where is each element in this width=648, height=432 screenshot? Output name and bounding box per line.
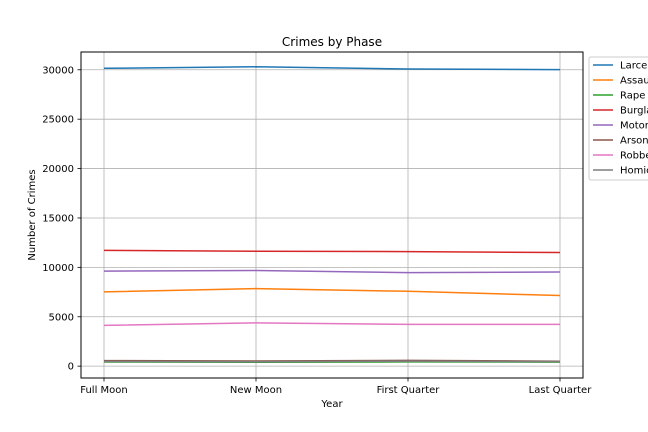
series-line-motor [103, 269, 561, 274]
y-tick-label: 25000 [42, 115, 74, 126]
series-line-assau [103, 287, 561, 297]
y-tick-label: 30000 [42, 65, 74, 76]
legend-label: Assau [620, 76, 648, 87]
y-axis-label: Number of Crimes [27, 169, 38, 260]
legend-label: Burgla [620, 106, 648, 117]
legend-label: Homic [620, 166, 648, 177]
x-tick-label: First Quarter [377, 385, 441, 396]
legend-box [588, 56, 648, 181]
x-tick-label: New Moon [230, 385, 282, 396]
series-lines [103, 66, 561, 363]
legend-label: Rape [620, 91, 645, 102]
y-tick-label: 5000 [49, 312, 74, 323]
series-line-robbe [103, 322, 560, 327]
legend-label: Motor [620, 121, 648, 132]
axis-ticks: 0 5000 10000 15000 20000 25000 30000 Full Moon N… [42, 65, 592, 396]
x-axis-label: Year [320, 399, 343, 410]
legend: Larce Assau Rape Burgla Motor Arson Robbe Homic [588, 56, 648, 181]
series-line-larce [103, 66, 561, 71]
legend-label: Arson [620, 136, 648, 147]
x-tick-label: Last Quarter [529, 385, 593, 396]
y-tick-label: 10000 [42, 263, 74, 274]
x-tick-label: Full Moon [80, 385, 127, 396]
y-tick-label: 15000 [42, 213, 74, 224]
legend-label: Robbe [620, 151, 648, 162]
series-line-homic [103, 360, 561, 363]
grid [81, 52, 583, 378]
plot-area-frame [80, 51, 584, 379]
series-line-burgla [103, 249, 561, 254]
legend-label: Larce [620, 61, 647, 72]
chart-title: Crimes by Phase [282, 35, 382, 49]
y-tick-label: 20000 [42, 164, 74, 175]
y-tick-label: 0 [68, 362, 74, 373]
